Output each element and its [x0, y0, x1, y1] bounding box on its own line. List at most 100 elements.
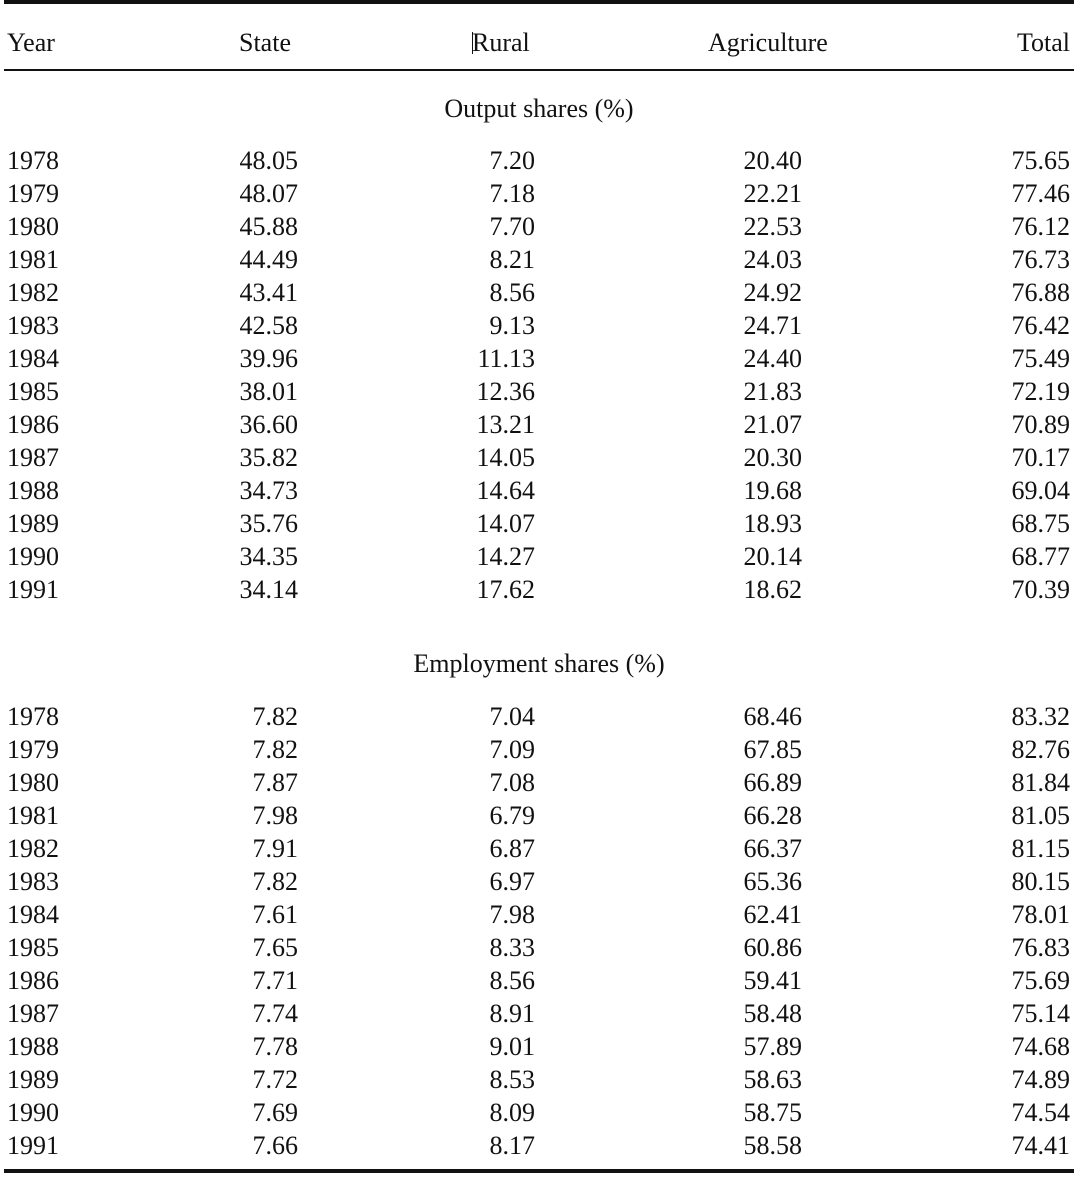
table-row: 1987 35.82 14.05 20.30 70.17 — [0, 441, 1078, 474]
rural-cell: 7.08 — [489, 768, 536, 797]
year-cell: 1987 — [7, 999, 59, 1028]
agriculture-cell: 22.53 — [743, 212, 803, 241]
total-cell: 68.77 — [1011, 542, 1071, 571]
year-cell: 1980 — [7, 768, 59, 797]
total-cell: 81.15 — [1011, 834, 1071, 863]
year-cell: 1986 — [7, 410, 59, 439]
total-cell: 70.89 — [1011, 410, 1071, 439]
agriculture-cell: 58.58 — [743, 1131, 803, 1160]
table-row: 1987 7.74 8.91 58.48 75.14 — [0, 997, 1078, 1030]
state-cell: 7.72 — [252, 1065, 299, 1094]
rural-cell: 6.97 — [489, 867, 536, 896]
state-cell: 7.66 — [252, 1131, 299, 1160]
year-cell: 1985 — [7, 377, 59, 406]
table-row: 1990 34.35 14.27 20.14 68.77 — [0, 540, 1078, 573]
year-cell: 1984 — [7, 344, 59, 373]
state-cell: 43.41 — [239, 278, 299, 307]
text-cursor-mark — [472, 32, 473, 54]
total-cell: 82.76 — [1011, 735, 1071, 764]
table-row: 1980 45.88 7.70 22.53 76.12 — [0, 210, 1078, 243]
agriculture-cell: 67.85 — [743, 735, 803, 764]
state-cell: 7.65 — [252, 933, 299, 962]
rural-cell: 8.09 — [489, 1098, 536, 1127]
rural-cell: 7.98 — [489, 900, 536, 929]
table-row: 1983 7.82 6.97 65.36 80.15 — [0, 865, 1078, 898]
agriculture-cell: 24.03 — [743, 245, 803, 274]
year-cell: 1989 — [7, 1065, 59, 1094]
table-row: 1988 34.73 14.64 19.68 69.04 — [0, 474, 1078, 507]
table-row: 1988 7.78 9.01 57.89 74.68 — [0, 1030, 1078, 1063]
state-cell: 7.91 — [252, 834, 299, 863]
table-row: 1983 42.58 9.13 24.71 76.42 — [0, 309, 1078, 342]
agriculture-cell: 21.07 — [743, 410, 803, 439]
total-cell: 74.54 — [1011, 1098, 1071, 1127]
table-row: 1991 34.14 17.62 18.62 70.39 — [0, 573, 1078, 606]
total-cell: 81.05 — [1011, 801, 1071, 830]
agriculture-cell: 18.93 — [743, 509, 803, 538]
table-top-rule — [4, 0, 1074, 4]
rural-cell: 9.01 — [489, 1032, 536, 1061]
total-cell: 76.42 — [1011, 311, 1071, 340]
table-row: 1991 7.66 8.17 58.58 74.41 — [0, 1129, 1078, 1162]
agriculture-cell: 65.36 — [743, 867, 803, 896]
table-row: 1984 39.96 11.13 24.40 75.49 — [0, 342, 1078, 375]
agriculture-cell: 58.75 — [743, 1098, 803, 1127]
rural-cell: 7.70 — [489, 212, 536, 241]
rural-cell: 7.04 — [489, 702, 536, 731]
rural-cell: 8.53 — [489, 1065, 536, 1094]
total-cell: 83.32 — [1011, 702, 1071, 731]
state-cell: 7.87 — [252, 768, 299, 797]
state-cell: 34.35 — [239, 542, 299, 571]
table-row: 1980 7.87 7.08 66.89 81.84 — [0, 766, 1078, 799]
total-cell: 75.49 — [1011, 344, 1071, 373]
total-cell: 76.73 — [1011, 245, 1071, 274]
agriculture-cell: 24.40 — [743, 344, 803, 373]
state-cell: 35.76 — [239, 509, 299, 538]
total-cell: 72.19 — [1011, 377, 1071, 406]
table-row: 1984 7.61 7.98 62.41 78.01 — [0, 898, 1078, 931]
state-cell: 7.82 — [252, 735, 299, 764]
total-cell: 76.83 — [1011, 933, 1071, 962]
agriculture-cell: 20.30 — [743, 443, 803, 472]
rural-cell: 7.20 — [489, 146, 536, 175]
agriculture-cell: 24.92 — [743, 278, 803, 307]
rural-cell: 14.64 — [476, 476, 536, 505]
rural-cell: 13.21 — [476, 410, 536, 439]
agriculture-cell: 58.63 — [743, 1065, 803, 1094]
state-cell: 7.74 — [252, 999, 299, 1028]
total-cell: 70.39 — [1011, 575, 1071, 604]
year-cell: 1988 — [7, 1032, 59, 1061]
table-row: 1986 7.71 8.56 59.41 75.69 — [0, 964, 1078, 997]
year-cell: 1987 — [7, 443, 59, 472]
total-cell: 76.88 — [1011, 278, 1071, 307]
year-cell: 1983 — [7, 311, 59, 340]
table-row: 1982 43.41 8.56 24.92 76.88 — [0, 276, 1078, 309]
header-state: State — [239, 28, 291, 57]
state-cell: 7.61 — [252, 900, 299, 929]
table-row: 1981 7.98 6.79 66.28 81.05 — [0, 799, 1078, 832]
table-row: 1978 48.05 7.20 20.40 75.65 — [0, 144, 1078, 177]
state-cell: 38.01 — [239, 377, 299, 406]
year-cell: 1991 — [7, 1131, 59, 1160]
year-cell: 1979 — [7, 735, 59, 764]
state-cell: 34.14 — [239, 575, 299, 604]
agriculture-cell: 58.48 — [743, 999, 803, 1028]
agriculture-cell: 68.46 — [743, 702, 803, 731]
rural-cell: 8.91 — [489, 999, 536, 1028]
total-cell: 70.17 — [1011, 443, 1071, 472]
agriculture-cell: 20.14 — [743, 542, 803, 571]
rural-cell: 7.09 — [489, 735, 536, 764]
total-cell: 68.75 — [1011, 509, 1071, 538]
state-cell: 7.82 — [252, 702, 299, 731]
rural-cell: 8.17 — [489, 1131, 536, 1160]
agriculture-cell: 18.62 — [743, 575, 803, 604]
section-title-output: Output shares (%) — [444, 94, 634, 123]
state-cell: 36.60 — [239, 410, 299, 439]
state-cell: 7.69 — [252, 1098, 299, 1127]
rural-cell: 17.62 — [476, 575, 536, 604]
year-cell: 1981 — [7, 245, 59, 274]
year-cell: 1988 — [7, 476, 59, 505]
total-cell: 75.14 — [1011, 999, 1071, 1028]
year-cell: 1989 — [7, 509, 59, 538]
agriculture-cell: 59.41 — [743, 966, 803, 995]
